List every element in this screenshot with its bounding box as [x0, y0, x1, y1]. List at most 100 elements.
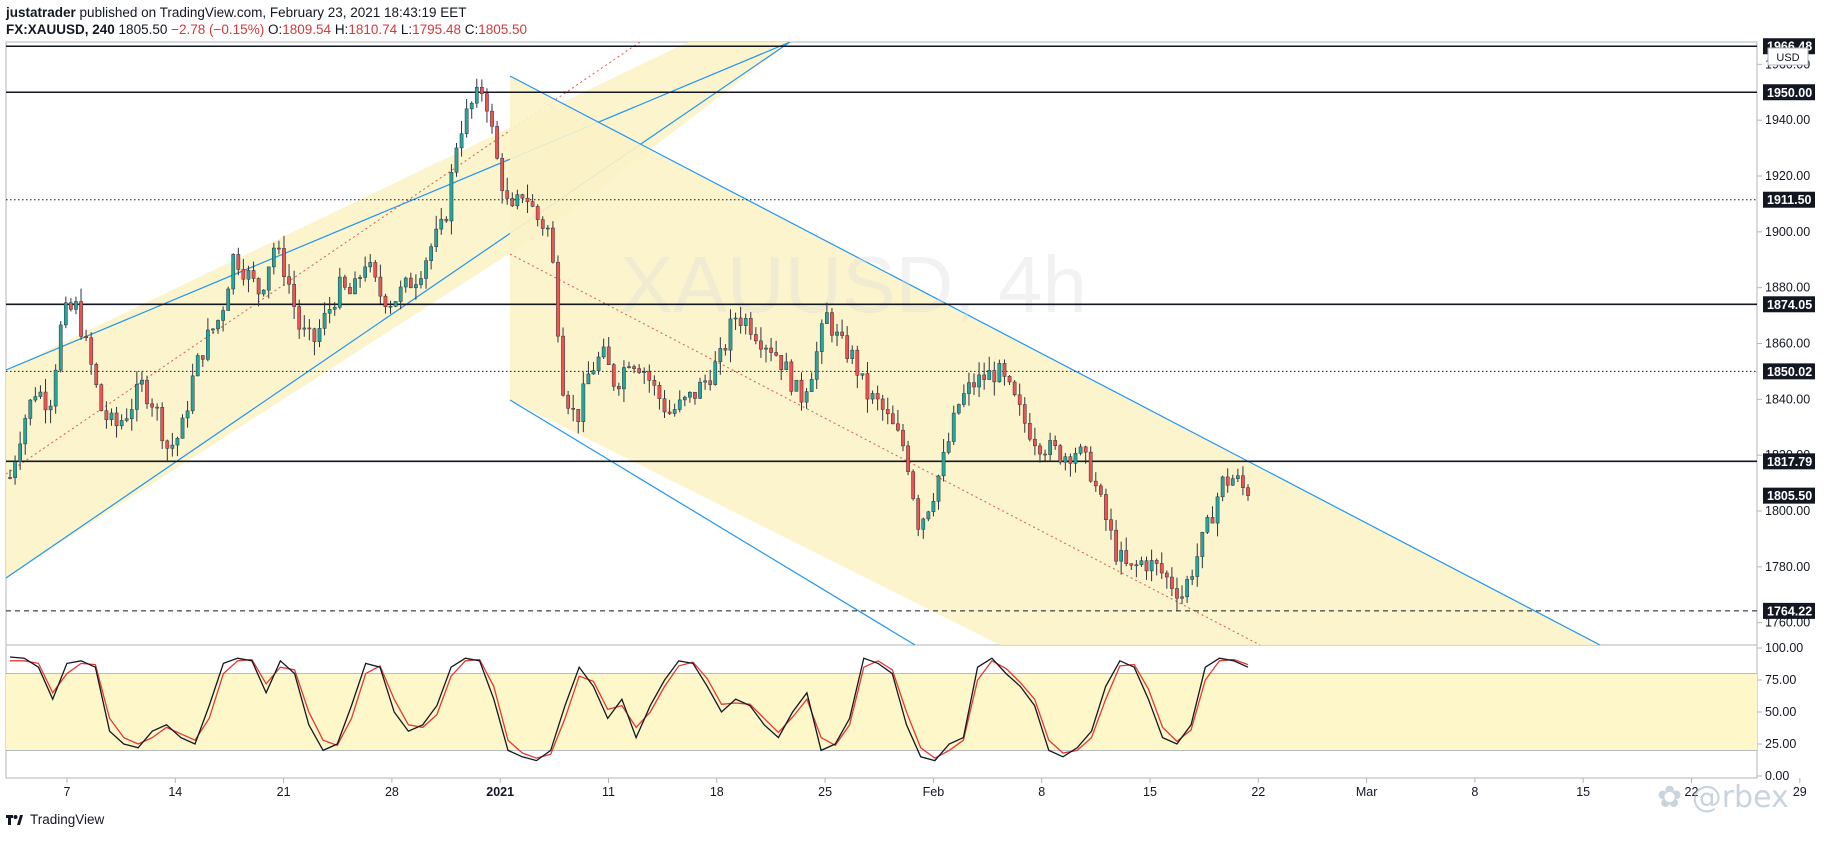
candle-body [1104, 494, 1108, 520]
candle-body [109, 412, 114, 420]
candle-body [921, 518, 926, 530]
candle-body [439, 218, 444, 230]
candle-body [1119, 550, 1124, 562]
candle-body [69, 302, 73, 310]
candle-body [540, 219, 545, 229]
author-name[interactable]: justatrader [6, 5, 76, 20]
candle-body [941, 452, 946, 477]
candle-body [728, 318, 733, 351]
descending-channel-upper[interactable] [509, 75, 1601, 645]
candle-body [211, 328, 215, 331]
stochastic-axis[interactable]: 0.00 25.00 50.00 75.00 100.00 [1757, 641, 1803, 783]
candle-body [1210, 517, 1215, 524]
candle-body [840, 331, 844, 336]
candle-body [596, 356, 601, 371]
candle-body [1068, 456, 1073, 464]
candle-body [962, 393, 966, 405]
ascending-channel-upper[interactable] [6, 42, 791, 371]
open-value: 1809.54 [282, 22, 332, 37]
candle-body [896, 423, 900, 431]
candle-body [216, 320, 220, 330]
descending-channel-lower[interactable] [509, 399, 916, 645]
candle-body [530, 201, 535, 207]
candle-body [515, 194, 520, 207]
candle-body [337, 276, 342, 308]
candle-body [743, 318, 748, 326]
candle-body [119, 420, 124, 427]
candle-body [378, 276, 383, 297]
candle-body [505, 190, 510, 199]
candle-body [312, 328, 317, 342]
candle-body [74, 301, 78, 310]
candle-body [129, 409, 134, 419]
price-tick-label: 1760.00 [1765, 616, 1810, 630]
candle-body [170, 444, 175, 449]
tradingview-logo-text[interactable]: TradingView [30, 812, 105, 827]
price-axis[interactable]: 1760.001780.001800.001820.001840.001860.… [1757, 57, 1810, 630]
candle-body [1038, 445, 1042, 455]
candle-body [8, 477, 12, 479]
candle-body [327, 309, 332, 314]
candle-body [586, 373, 591, 385]
candle-body [1215, 496, 1220, 524]
candle-body [388, 306, 393, 308]
time-tick-label: 22 [1685, 785, 1699, 799]
candle-body [134, 383, 139, 410]
candle-body [601, 346, 606, 358]
candle-body [206, 329, 210, 360]
level-1764.22-tag [1763, 602, 1815, 619]
candle-body [733, 317, 738, 320]
time-tick-label: 14 [168, 785, 182, 799]
candle-body [1012, 381, 1017, 396]
candle-body [114, 412, 119, 427]
candle-body [1195, 556, 1200, 577]
candle-body [794, 379, 799, 392]
candle-body [150, 403, 154, 408]
candle-body [830, 312, 834, 336]
candle-body [591, 370, 596, 375]
candle-body [1033, 438, 1037, 447]
open-label: O: [267, 22, 283, 37]
candle-body [500, 158, 505, 191]
candle-body [251, 270, 256, 279]
candle-body [373, 262, 378, 278]
candle-body [1154, 560, 1159, 564]
time-tick-label: 21 [277, 785, 291, 799]
candle-body [221, 310, 225, 321]
candle-body [677, 399, 682, 410]
candle-body [464, 108, 469, 134]
level-1874.05-tag-label: 1874.05 [1767, 298, 1812, 312]
currency-badge[interactable] [1767, 47, 1809, 66]
footer: TradingView [6, 812, 104, 827]
stochastic-k-line [9, 656, 1249, 762]
candle-body [1043, 453, 1047, 456]
candle-body [429, 246, 433, 261]
candle-body [241, 269, 246, 280]
symbol-label[interactable]: FX:XAUUSD, 240 [6, 22, 115, 37]
candle-body [282, 248, 286, 277]
candle-body [322, 312, 327, 329]
tradingview-logo-icon[interactable] [6, 814, 24, 826]
candle-body [454, 147, 459, 173]
candle-body [190, 375, 195, 412]
stochastic-tick-label: 75.00 [1765, 673, 1796, 687]
price-tick-label: 1940.00 [1765, 113, 1810, 127]
candle-body [277, 247, 281, 250]
candle-body [287, 276, 291, 285]
candle-body [875, 393, 880, 400]
drawings-layer [6, 42, 1601, 645]
candle-body [449, 172, 454, 222]
candle-body [977, 374, 981, 388]
time-tick-label: 22 [1251, 785, 1265, 799]
candle-body [200, 355, 205, 360]
price-tick-label: 1800.00 [1765, 504, 1810, 518]
candle-body [363, 266, 368, 278]
time-axis[interactable]: 7 14 21 28 2021 11 18 25 Feb 8 15 22 Mar 8 15 22 29 [64, 778, 1807, 799]
candle-body [297, 306, 302, 330]
candle-body [383, 295, 388, 308]
candle-body [688, 391, 692, 398]
candle-body [936, 475, 941, 502]
candle-body [1225, 476, 1230, 486]
ascending-channel-lower[interactable] [6, 42, 791, 579]
